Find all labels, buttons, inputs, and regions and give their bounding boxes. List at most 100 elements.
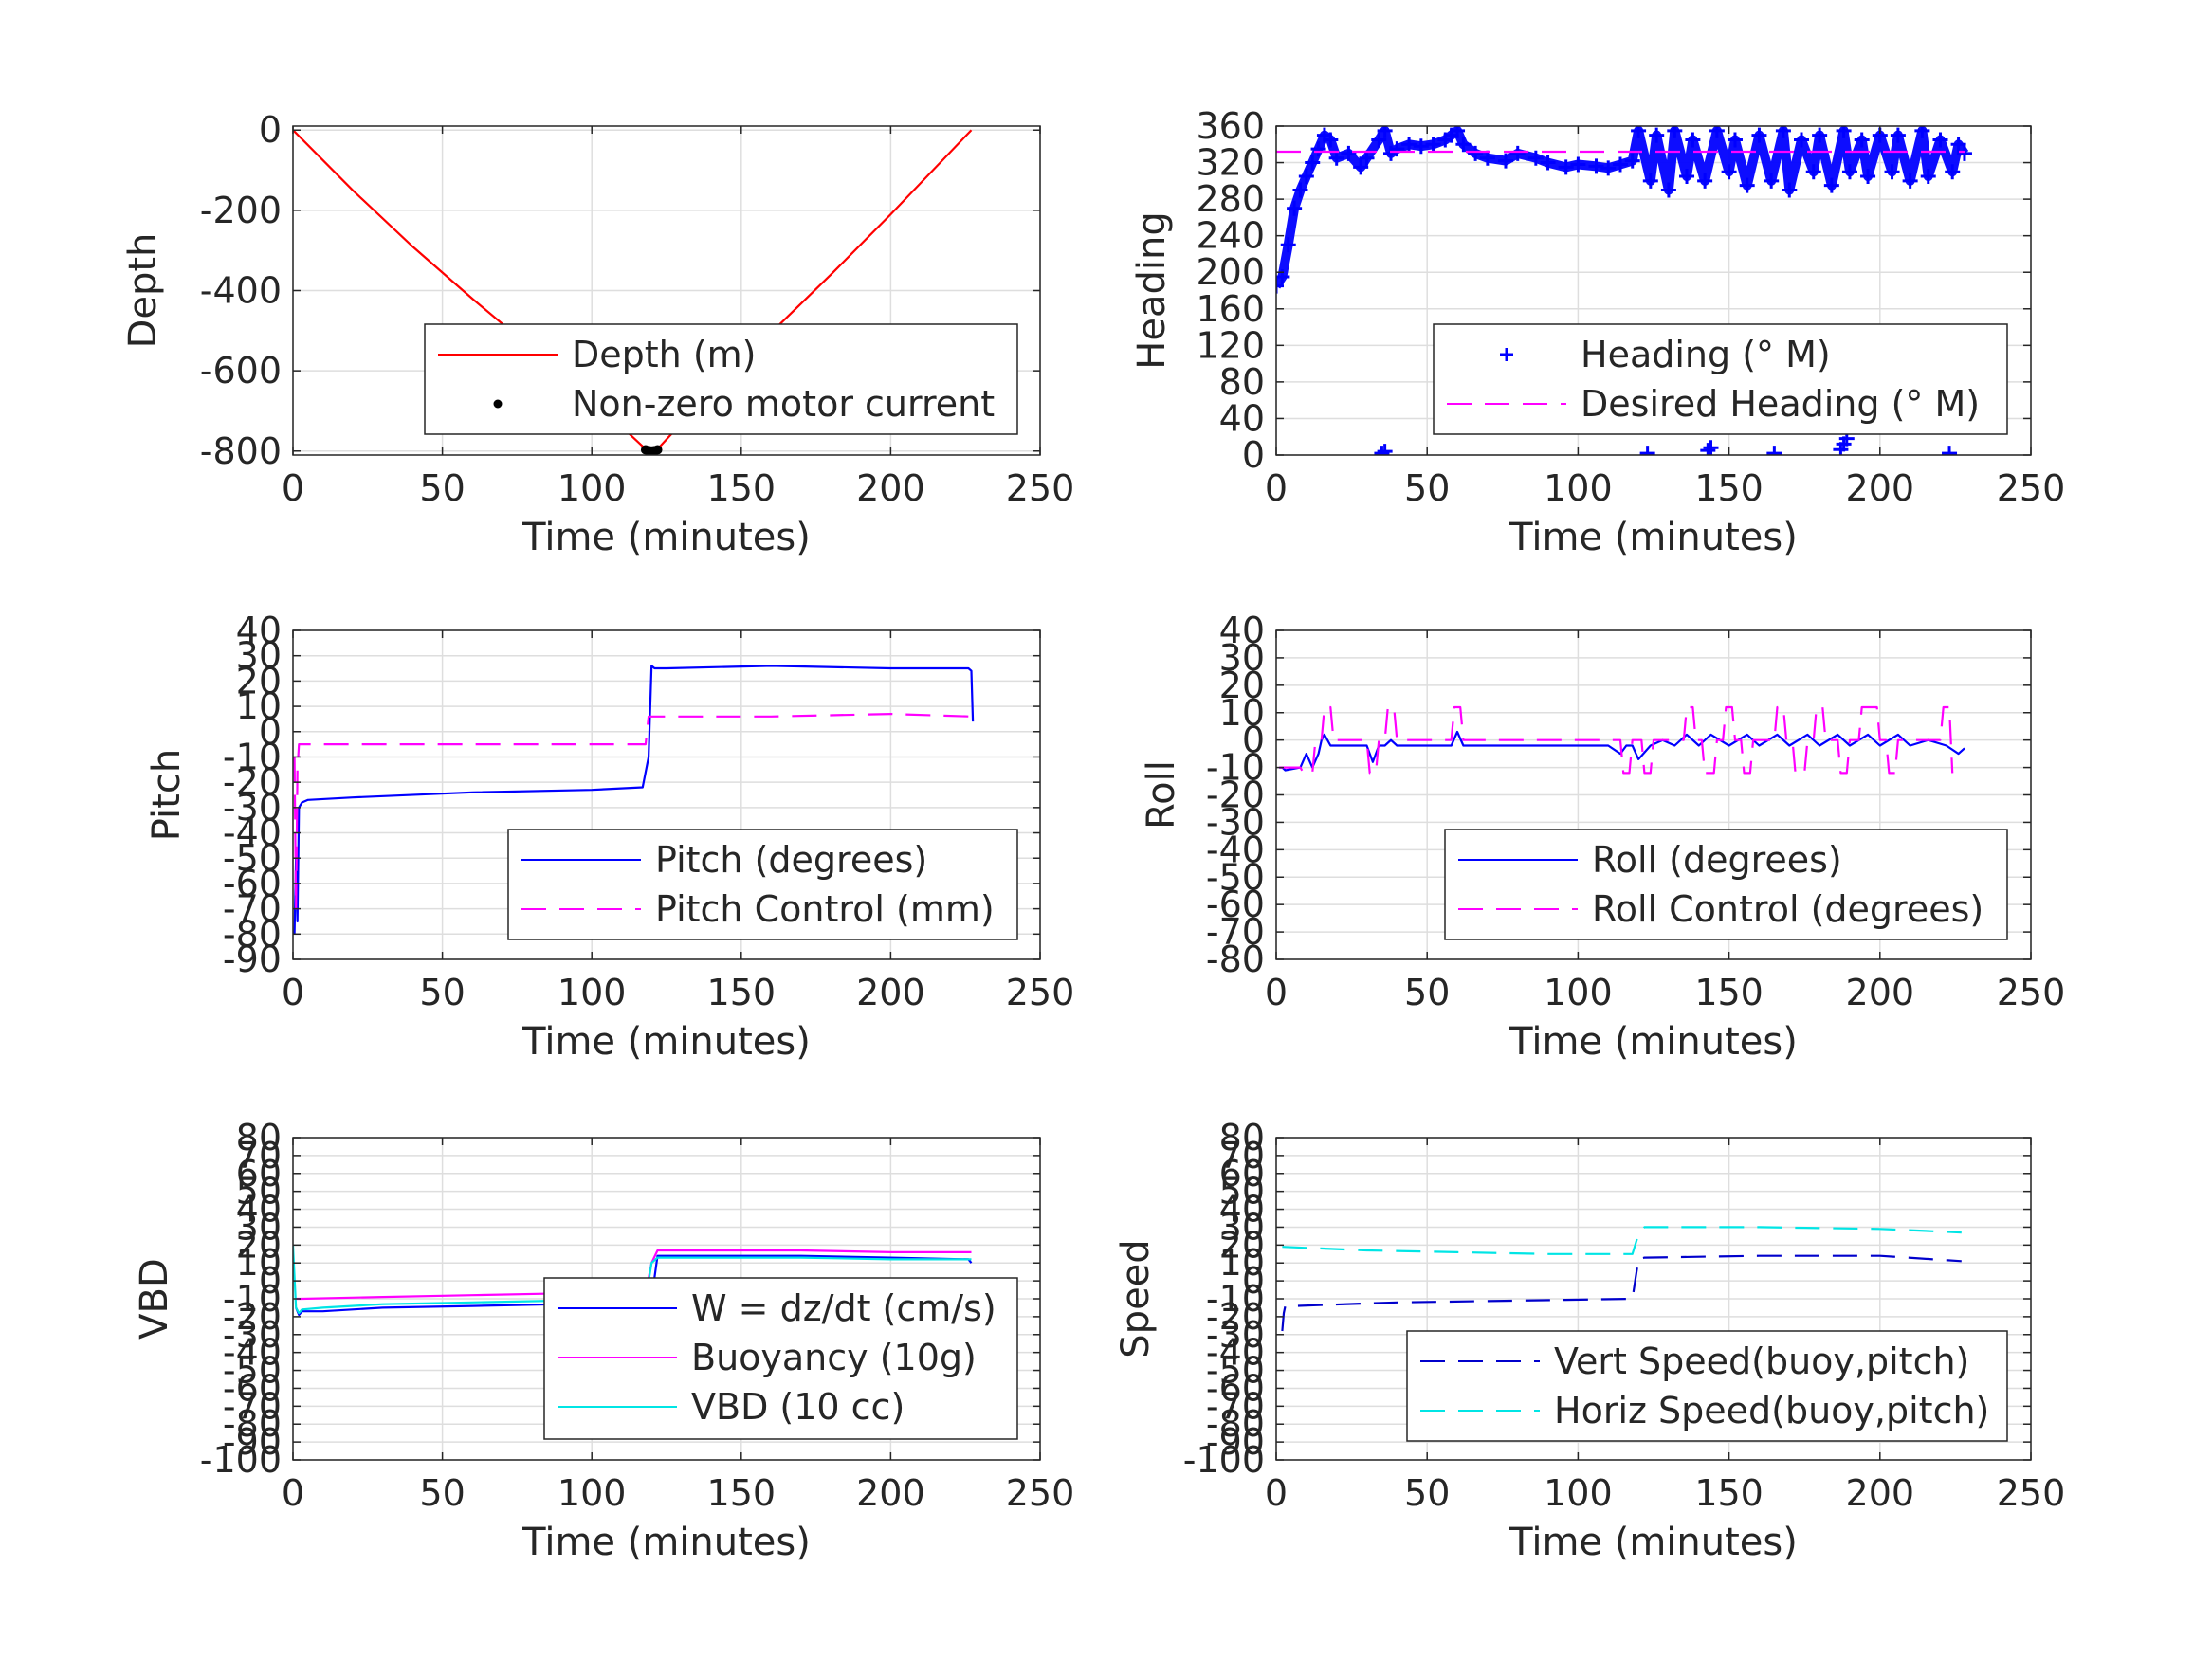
y-tick-label: -40 bbox=[1206, 1332, 1265, 1374]
y-tick-label: -80 bbox=[223, 913, 282, 955]
series-heading-0-point bbox=[1649, 127, 1665, 143]
y-tick-label: -60 bbox=[1206, 1367, 1265, 1409]
x-tick-label: 0 bbox=[282, 972, 304, 1013]
x-tick-label: 200 bbox=[856, 972, 925, 1013]
series-heading-0-point bbox=[1782, 182, 1798, 198]
y-tick-label: -40 bbox=[1206, 829, 1265, 870]
series-heading-0-point bbox=[1298, 169, 1314, 185]
y-tick-label: -10 bbox=[1206, 747, 1265, 789]
y-tick-label: 10 bbox=[1219, 1242, 1265, 1284]
series-heading-0-point bbox=[1812, 127, 1828, 143]
x-tick-label: 200 bbox=[1846, 1472, 1915, 1514]
series-roll-0-line bbox=[1279, 730, 1965, 772]
y-tick-label: -50 bbox=[1206, 856, 1265, 898]
data-layer bbox=[1281, 1226, 1962, 1332]
y-tick-label: -10 bbox=[223, 1278, 282, 1320]
series-heading-0-point bbox=[1956, 145, 1972, 161]
y-tick-label: -90 bbox=[223, 939, 282, 980]
y-tick-label: 50 bbox=[1219, 1171, 1265, 1212]
series-heading-0-point bbox=[1287, 200, 1303, 216]
x-axis-label: Time (minutes) bbox=[1508, 516, 1798, 559]
y-tick-label: -600 bbox=[200, 350, 282, 392]
y-tick-label: 40 bbox=[236, 610, 282, 651]
x-tick-label: 150 bbox=[1694, 1472, 1764, 1514]
series-speed-0-line bbox=[1281, 1254, 1962, 1332]
series-heading-0-point bbox=[1823, 177, 1839, 193]
series-heading-0-point bbox=[1639, 446, 1655, 455]
series-heading-0-point bbox=[1942, 446, 1958, 455]
legend-box bbox=[507, 829, 1018, 940]
series-heading-0-point bbox=[1600, 160, 1617, 176]
series-heading-0-point bbox=[1540, 155, 1556, 171]
series-heading-0-point bbox=[1624, 153, 1640, 169]
series-heading-0-point bbox=[1377, 444, 1393, 455]
y-axis-label: Speed bbox=[1114, 1239, 1158, 1358]
y-tick-label: -50 bbox=[1206, 1350, 1265, 1392]
y-tick-label: -60 bbox=[1206, 884, 1265, 925]
y-tick-label: -10 bbox=[1206, 1278, 1265, 1320]
legend-box bbox=[1406, 1330, 2008, 1442]
legend: Pitch (degrees) Pitch Control (mm) bbox=[507, 829, 1018, 940]
x-tick-label: 150 bbox=[1694, 467, 1764, 509]
chart-heading: 0 50 100 150 200 2500408012016020024028032036… bbox=[1130, 105, 2065, 559]
y-axis-label: Heading bbox=[1130, 211, 1174, 369]
x-tick-label: 50 bbox=[1404, 1472, 1450, 1514]
series-heading-0-point bbox=[1558, 159, 1574, 175]
legend-entry: W = dz/dt (cm/s) bbox=[691, 1287, 996, 1329]
series-heading-0-point bbox=[1739, 177, 1755, 193]
legend: W = dz/dt (cm/s) Buoyancy (10g) VBD (10 cc… bbox=[543, 1277, 1018, 1440]
x-tick-label: 250 bbox=[1997, 972, 2066, 1013]
y-tick-label: 20 bbox=[236, 660, 282, 702]
legend-entry: Depth (m) bbox=[572, 334, 757, 375]
x-axis-label: Time (minutes) bbox=[521, 516, 811, 559]
series-heading-0-point bbox=[1766, 446, 1782, 455]
x-tick-label: 0 bbox=[1265, 467, 1288, 509]
series-heading-0-point bbox=[1280, 237, 1296, 253]
series-heading-0-point bbox=[1310, 141, 1326, 157]
series-heading-0-point bbox=[1612, 156, 1628, 173]
series-heading-0-point bbox=[1328, 150, 1344, 166]
y-tick-label: 40 bbox=[1219, 610, 1265, 651]
y-tick-label: 30 bbox=[1219, 637, 1265, 679]
y-tick-label: -40 bbox=[223, 812, 282, 854]
y-tick-label: 60 bbox=[1219, 1153, 1265, 1194]
y-tick-label: -60 bbox=[223, 1367, 282, 1409]
y-tick-label: 20 bbox=[1219, 1224, 1265, 1266]
series-heading-0-point bbox=[1660, 182, 1676, 198]
y-tick-label: 60 bbox=[236, 1153, 282, 1194]
legend-entry: Horiz Speed(buoy,pitch) bbox=[1554, 1390, 1989, 1431]
y-tick-label: 30 bbox=[1219, 1206, 1265, 1248]
series-heading-0-point bbox=[1805, 164, 1821, 180]
legend: Vert Speed(buoy,pitch) Horiz Speed(buoy,p… bbox=[1406, 1330, 2008, 1442]
y-tick-label: -30 bbox=[223, 787, 282, 829]
series-heading-0-point bbox=[1305, 155, 1321, 171]
y-tick-label: -70 bbox=[223, 888, 282, 930]
legend-entry: Roll Control (degrees) bbox=[1592, 888, 1983, 930]
series-heading-0-point bbox=[1914, 126, 1930, 138]
legend: Heading (° M) Desired Heading (° M) bbox=[1433, 323, 2008, 435]
y-tick-label: -80 bbox=[1206, 939, 1265, 980]
series-heading-0-point bbox=[1860, 169, 1876, 185]
series-heading-0-point bbox=[1389, 141, 1405, 157]
y-tick-label: -20 bbox=[223, 761, 282, 803]
y-tick-label: -60 bbox=[223, 863, 282, 904]
y-tick-label: -80 bbox=[223, 1403, 282, 1445]
y-tick-label: 70 bbox=[1219, 1135, 1265, 1176]
legend-box bbox=[424, 323, 1018, 435]
series-heading-0-point bbox=[1703, 440, 1719, 455]
y-tick-label: 30 bbox=[236, 1206, 282, 1248]
series-heading-0-point bbox=[1642, 173, 1658, 189]
x-tick-label: 200 bbox=[856, 1472, 925, 1514]
x-tick-label: 100 bbox=[1544, 467, 1613, 509]
x-tick-label: 100 bbox=[1544, 1472, 1613, 1514]
y-tick-label: 50 bbox=[236, 1171, 282, 1212]
series-heading-0-point bbox=[1341, 145, 1357, 161]
legend-box bbox=[1444, 829, 2008, 940]
series-heading-0-point bbox=[1794, 132, 1810, 148]
series-heading-0-point bbox=[1631, 126, 1647, 138]
y-tick-label: -50 bbox=[223, 837, 282, 879]
y-tick-label: -70 bbox=[1206, 911, 1265, 953]
x-tick-label: 0 bbox=[282, 1472, 304, 1514]
y-tick-label: -90 bbox=[223, 1421, 282, 1463]
axes-box bbox=[1275, 125, 2032, 456]
